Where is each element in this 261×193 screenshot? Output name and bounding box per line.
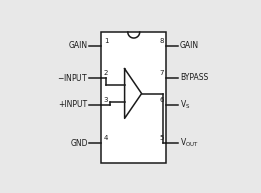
Bar [101, 32, 167, 163]
Text: 8: 8 [159, 38, 164, 44]
Text: 4: 4 [104, 135, 108, 141]
Text: GND: GND [70, 139, 88, 148]
Text: V$_\mathsf{S}$: V$_\mathsf{S}$ [180, 98, 190, 111]
Text: 3: 3 [104, 97, 108, 103]
Text: 7: 7 [159, 70, 164, 76]
Text: BYPASS: BYPASS [180, 73, 208, 82]
Text: GAIN: GAIN [69, 41, 88, 50]
Text: $-$INPUT: $-$INPUT [57, 72, 88, 83]
Text: V$_\mathsf{OUT}$: V$_\mathsf{OUT}$ [180, 137, 198, 150]
Text: GAIN: GAIN [180, 41, 199, 50]
Text: 6: 6 [159, 97, 164, 103]
Text: 1: 1 [104, 38, 108, 44]
Text: 5: 5 [159, 135, 164, 141]
Text: 2: 2 [104, 70, 108, 76]
Text: +INPUT: +INPUT [58, 100, 88, 109]
